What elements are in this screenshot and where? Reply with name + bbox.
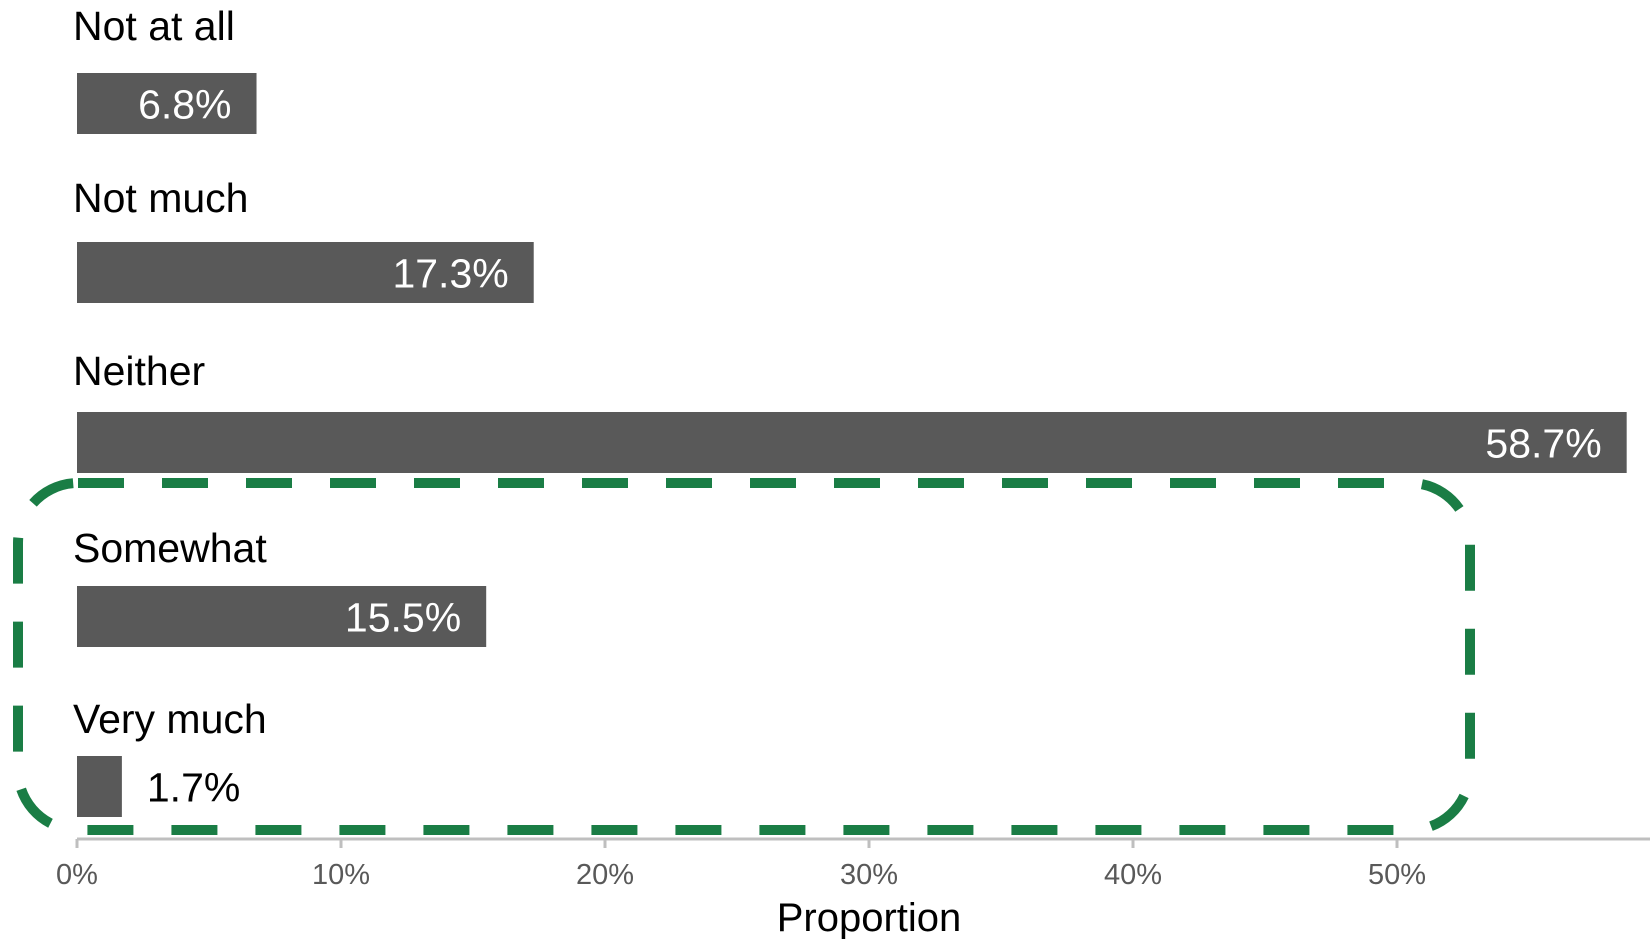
x-tick-label: 10% <box>312 859 370 891</box>
value-label: 1.7% <box>147 765 240 811</box>
x-axis-ticks: 0% 10% 20% 30% 40% 50% <box>56 839 1426 891</box>
x-axis-title: Proportion <box>777 896 962 939</box>
bar <box>77 412 1627 473</box>
value-label: 58.7% <box>1485 421 1601 467</box>
x-tick-label: 50% <box>1368 859 1426 891</box>
bar <box>77 73 257 134</box>
x-tick-label: 40% <box>1104 859 1162 891</box>
value-label: 15.5% <box>345 595 461 641</box>
category-label: Not at all <box>73 3 235 49</box>
bar <box>77 756 122 817</box>
x-tick-label: 0% <box>56 859 98 891</box>
x-tick-label: 20% <box>576 859 634 891</box>
value-label: 17.3% <box>392 251 508 297</box>
bars-layer: Not at all 6.8% Not much 17.3% Neither 58.7% S… <box>73 3 1627 817</box>
category-label: Very much <box>73 696 267 742</box>
value-label: 6.8% <box>138 82 231 128</box>
bar <box>77 586 487 647</box>
x-tick-label: 30% <box>840 859 898 891</box>
category-label: Not much <box>73 175 248 221</box>
category-label: Somewhat <box>73 525 267 571</box>
category-label: Neither <box>73 348 205 394</box>
highlight-box <box>13 478 1475 835</box>
bar <box>77 242 534 303</box>
